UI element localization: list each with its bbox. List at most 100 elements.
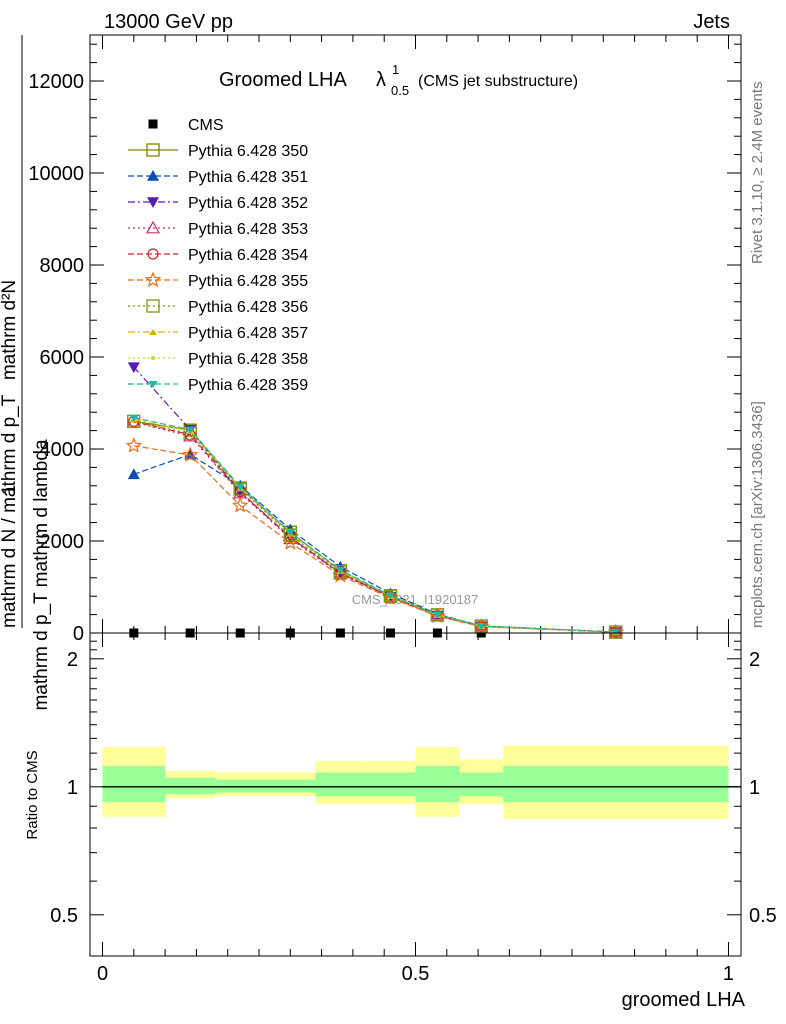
- data-point: [333, 565, 348, 579]
- legend-marker: [144, 271, 162, 287]
- ratio-x-ticks: 0 0.5 1: [97, 633, 734, 985]
- data-point: [127, 468, 140, 480]
- legend-label: Pythia 6.428 357: [188, 325, 308, 342]
- legend-label: Pythia 6.428 356: [188, 299, 308, 316]
- series-pythia-6-428-359: [129, 414, 621, 637]
- x-tick-label: 1: [723, 963, 734, 985]
- data-point: [382, 589, 399, 605]
- data-point: [476, 623, 486, 631]
- ratio-band-inner: [215, 779, 266, 793]
- legend-marker: [145, 220, 161, 234]
- energy-label: 13000 GeV pp: [104, 11, 233, 33]
- ratio-band-inner: [315, 772, 366, 797]
- ylabel-bottom: mathrm d p_T mathrm d lambda: [31, 439, 52, 710]
- legend-label: Pythia 6.428 352: [188, 195, 308, 212]
- data-point: [233, 482, 247, 496]
- ratio-band-inner: [415, 765, 460, 803]
- legend-marker: [146, 143, 160, 157]
- legend-item: Pythia 6.428 350: [128, 143, 308, 160]
- legend-item: Pythia 6.428 354: [128, 247, 308, 264]
- ratio-y-ticks: 0.5 0.5 1 1 2 2: [50, 640, 777, 927]
- x-tick-label: 0: [97, 963, 108, 985]
- rivet-label: Rivet 3.1.10, ≥ 2.4M events: [749, 82, 766, 265]
- legend-marker: [147, 197, 159, 208]
- legend-item: Pythia 6.428 358: [128, 351, 308, 368]
- title-subscript: 0.5: [391, 83, 409, 98]
- main-series-group: [125, 362, 624, 639]
- title-symbol: λ: [376, 69, 386, 91]
- legend-item: Pythia 6.428 357: [128, 325, 308, 342]
- legend-marker: [147, 170, 159, 181]
- ylabel-top: mathrm d²N: [0, 280, 20, 380]
- watermark: CMS_2021_I1920187: [352, 592, 479, 607]
- data-point: [185, 426, 195, 434]
- title-suffix: (CMS jet substructure): [418, 73, 578, 90]
- data-point: [285, 529, 295, 537]
- data-point: [129, 414, 139, 422]
- data-point: [182, 446, 199, 462]
- data-point: [432, 611, 442, 619]
- legend-label: Pythia 6.428 353: [188, 221, 308, 238]
- legend-marker: [148, 119, 158, 129]
- legend-marker: [149, 329, 157, 335]
- x-axis-label: groomed LHA: [622, 989, 746, 1011]
- legend-item: Pythia 6.428 351: [128, 169, 308, 186]
- ratio-bands: [102, 745, 741, 819]
- legend-marker: [146, 299, 160, 313]
- data-point: [235, 483, 245, 491]
- jets-label: Jets: [693, 11, 730, 33]
- legend-item: Pythia 6.428 353: [128, 220, 308, 238]
- data-point: [332, 566, 349, 583]
- data-point: [429, 607, 446, 624]
- main-y-tick-label: 8000: [40, 255, 85, 277]
- legend-label: Pythia 6.428 354: [188, 247, 308, 264]
- ratio-band-inner: [102, 765, 166, 803]
- main-y-ticks: 0 2000 4000 6000 8000 10000 12000: [28, 43, 741, 645]
- ratio-y-tick-label-right: 2: [749, 649, 760, 671]
- data-point: [383, 589, 398, 603]
- legend-label: Pythia 6.428 359: [188, 377, 308, 394]
- legend-item: CMS: [148, 117, 224, 134]
- legend: CMS Pythia 6.428 350 Pythia 6.428 351 Pythi…: [128, 117, 308, 394]
- data-point: [127, 362, 140, 374]
- legend-label: Pythia 6.428 358: [188, 351, 308, 368]
- ratio-y-tick-label: 0.5: [50, 905, 78, 927]
- ratio-band-inner: [165, 777, 216, 795]
- main-y-tick-label: 12000: [28, 71, 84, 93]
- ratio-y-axis-label: Ratio to CMS: [24, 750, 41, 839]
- title-main: Groomed LHA: [219, 69, 347, 91]
- legend-item: Pythia 6.428 356: [128, 299, 308, 316]
- data-point: [125, 437, 142, 453]
- main-y-tick-label: 2000: [40, 531, 85, 553]
- main-y-tick-label: 4000: [40, 439, 85, 461]
- mcplots-label: mcplots.cern.ch [arXiv:1306.3436]: [749, 401, 766, 628]
- data-point: [183, 428, 198, 442]
- legend-marker: [148, 381, 158, 388]
- legend-label: CMS: [188, 117, 224, 134]
- ratio-y-tick-label-right: 0.5: [749, 905, 777, 927]
- legend-item: Pythia 6.428 352: [128, 195, 308, 212]
- series-line: [133, 366, 616, 633]
- main-y-tick-label: 6000: [40, 347, 85, 369]
- data-point: [232, 497, 249, 513]
- main-y-tick-label: 10000: [28, 163, 84, 185]
- legend-marker: [147, 248, 159, 260]
- ratio-y-tick-label-right: 1: [749, 777, 760, 799]
- data-point: [283, 528, 297, 542]
- legend-label: Pythia 6.428 351: [188, 169, 308, 186]
- title-superscript: 1: [392, 62, 399, 77]
- ylabel-prefix-numerator: 1: [0, 485, 20, 496]
- legend-item: Pythia 6.428 355: [128, 271, 308, 290]
- main-y-tick-label: 0: [73, 623, 84, 645]
- legend-marker: [151, 356, 155, 360]
- ratio-y-tick-label: 2: [67, 649, 78, 671]
- data-point: [430, 608, 445, 622]
- series-pythia-6-428-355: [125, 437, 624, 639]
- main-title: Groomed LHA λ 1 0.5 (CMS jet substructur…: [219, 62, 578, 98]
- main-y-axis-label: mathrm d N / mathrm d p_T 1 mathrm d p_T…: [0, 35, 52, 711]
- data-point: [385, 592, 395, 600]
- data-point: [335, 566, 345, 574]
- ratio-band-inner: [265, 779, 316, 793]
- ratio-y-tick-label: 1: [67, 777, 78, 799]
